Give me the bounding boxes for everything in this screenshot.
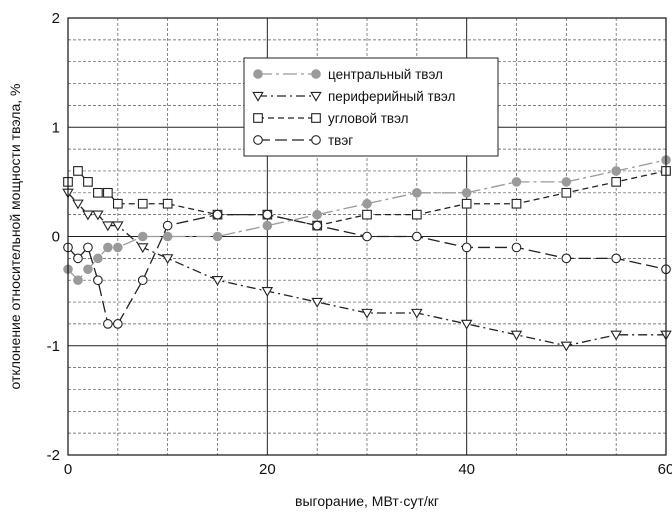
- data-point: [83, 177, 93, 187]
- data-point: [73, 166, 83, 176]
- legend-marker: [311, 135, 321, 145]
- data-point: [361, 308, 373, 319]
- data-point: [92, 210, 104, 221]
- data-point: [511, 242, 522, 253]
- data-point: [73, 253, 83, 264]
- data-point: [137, 231, 148, 242]
- data-point: [162, 198, 173, 209]
- data-point: [611, 177, 622, 187]
- data-point: [103, 242, 113, 253]
- data-point: [560, 341, 573, 352]
- data-point: [510, 330, 523, 341]
- tick-labels: 0 20 40 60 -2 -1 0 1 2: [47, 10, 672, 478]
- data-point: [611, 166, 621, 176]
- series-layer: [62, 155, 672, 352]
- legend-label: угловой твэл: [328, 111, 409, 126]
- data-point: [136, 243, 149, 254]
- legend-marker: [311, 69, 321, 79]
- series-line: [67, 213, 667, 325]
- data-point: [212, 231, 223, 242]
- data-point: [262, 209, 273, 220]
- data-point: [112, 198, 123, 209]
- y-tick-label: 2: [52, 10, 60, 27]
- data-point: [511, 198, 522, 209]
- y-tick-label: -2: [47, 447, 60, 464]
- data-point: [137, 275, 148, 286]
- series-2: [62, 188, 672, 352]
- data-point: [460, 319, 473, 330]
- series-4: [63, 209, 671, 329]
- y-tick-label: 1: [52, 119, 60, 136]
- data-point: [103, 319, 113, 329]
- y-tick-label: 0: [52, 229, 60, 246]
- series-line: [67, 159, 667, 282]
- series-line: [67, 192, 666, 347]
- legend-item: угловой твэл: [253, 111, 409, 126]
- data-point: [511, 177, 522, 187]
- data-point: [93, 187, 103, 198]
- legend-item: периферийный твэл: [252, 89, 455, 104]
- legend-marker: [310, 91, 322, 102]
- data-point: [73, 275, 83, 286]
- data-point: [93, 253, 103, 264]
- data-point: [262, 220, 273, 231]
- plot-frame: [67, 17, 667, 456]
- legend-marker: [253, 69, 263, 79]
- legend-item: центральный твэл: [253, 67, 443, 82]
- data-point: [412, 188, 422, 198]
- legend-marker: [253, 135, 263, 145]
- data-point: [411, 231, 422, 242]
- data-point: [161, 254, 174, 265]
- data-point: [102, 221, 114, 232]
- data-point: [82, 210, 94, 221]
- data-point: [72, 199, 84, 210]
- data-point: [362, 198, 372, 209]
- data-point: [561, 253, 572, 264]
- legend-label: периферийный твэл: [328, 89, 455, 104]
- data-point: [162, 231, 173, 242]
- y-axis-label: отклонение относительной мощности твэла,…: [7, 84, 23, 390]
- data-point: [93, 275, 103, 286]
- data-point: [610, 330, 622, 341]
- data-point: [211, 276, 224, 286]
- data-point: [411, 209, 422, 220]
- data-point: [312, 220, 323, 231]
- x-axis-label: выгорание, МВт·сут/кг: [295, 493, 439, 509]
- data-point: [112, 221, 124, 232]
- data-point: [261, 286, 274, 297]
- legend-label: твэг: [328, 133, 353, 148]
- data-point: [561, 177, 572, 187]
- data-point: [113, 242, 123, 253]
- x-tick-label: 40: [458, 461, 475, 478]
- data-point: [312, 209, 322, 220]
- legend-label: центральный твэл: [328, 67, 443, 82]
- data-point: [461, 188, 472, 198]
- data-point: [611, 253, 622, 264]
- data-point: [112, 319, 123, 329]
- data-point: [83, 242, 93, 253]
- legend-item: твэг: [253, 133, 353, 148]
- x-tick-label: 0: [64, 461, 72, 478]
- x-tick-label: 20: [259, 461, 276, 478]
- data-point: [103, 187, 113, 198]
- data-point: [461, 242, 472, 253]
- legend: центральный твэл периферийный твэл угловой…: [243, 57, 499, 157]
- legend-marker: [253, 113, 263, 123]
- data-point: [162, 220, 173, 231]
- data-point: [311, 297, 323, 308]
- data-point: [561, 187, 572, 198]
- x-tick-label: 60: [658, 461, 672, 478]
- legend-marker: [311, 113, 321, 123]
- y-tick-label: -1: [47, 338, 60, 355]
- data-point: [137, 198, 148, 209]
- data-point: [362, 231, 372, 242]
- data-point: [461, 198, 472, 209]
- data-point: [362, 209, 372, 220]
- series-1: [63, 155, 671, 286]
- data-point: [83, 264, 93, 275]
- legend-marker: [252, 91, 264, 102]
- data-point: [212, 209, 223, 220]
- data-point: [411, 308, 423, 319]
